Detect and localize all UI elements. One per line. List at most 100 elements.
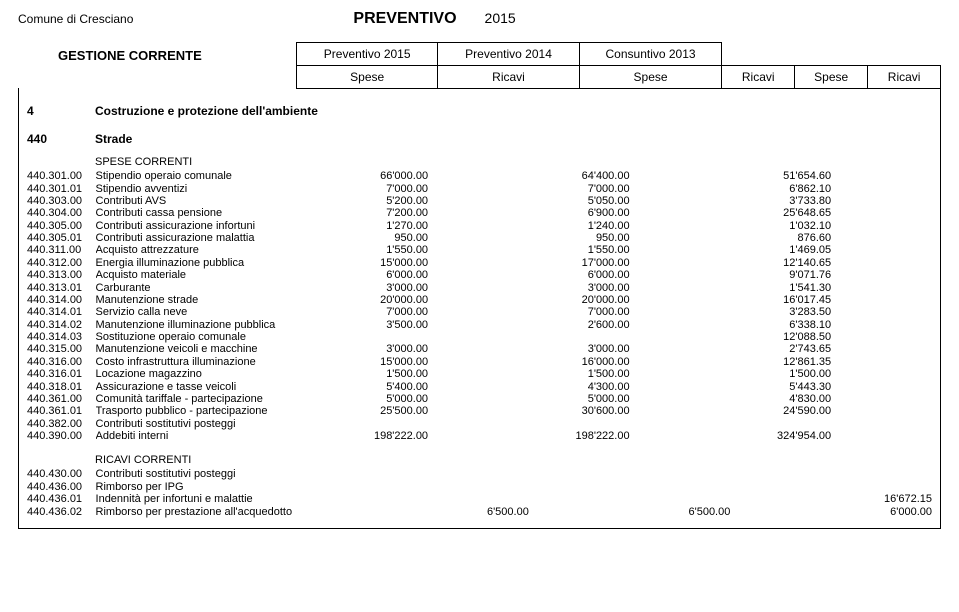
row-description: Contributi AVS bbox=[96, 195, 328, 207]
row-value-2: 1'550.00 bbox=[529, 244, 630, 256]
row-value-2: 4'300.00 bbox=[529, 380, 630, 392]
row-value-3 bbox=[630, 257, 731, 269]
row-value-5 bbox=[831, 481, 932, 493]
row-value-1 bbox=[428, 306, 529, 318]
row-description: Manutenzione illuminazione pubblica bbox=[96, 319, 328, 331]
row-value-4 bbox=[730, 418, 831, 430]
municipality-name: Comune di Cresciano bbox=[18, 12, 133, 26]
row-value-1 bbox=[428, 269, 529, 281]
row-description: Stipendio operaio comunale bbox=[96, 170, 328, 182]
content-frame: 4 Costruzione e protezione dell'ambiente… bbox=[18, 88, 941, 529]
col-group-0: Preventivo 2015 bbox=[297, 43, 438, 66]
table-row: 440.436.02Rimborso per prestazione all'a… bbox=[27, 505, 932, 517]
row-value-4: 4'830.00 bbox=[730, 393, 831, 405]
column-header-area: GESTIONE CORRENTE Preventivo 2015 Preven… bbox=[18, 42, 941, 89]
col-sub-2: Spese bbox=[579, 66, 722, 89]
table-row: 440.436.00Rimborso per IPG bbox=[27, 481, 932, 493]
row-value-4: 6'862.10 bbox=[730, 182, 831, 194]
row-value-2: 5'000.00 bbox=[529, 393, 630, 405]
row-value-1 bbox=[428, 356, 529, 368]
row-code: 440.316.01 bbox=[27, 368, 96, 380]
row-value-2: 64'400.00 bbox=[529, 170, 630, 182]
row-description: Acquisto attrezzature bbox=[96, 244, 328, 256]
row-value-5 bbox=[831, 257, 932, 269]
row-value-1 bbox=[428, 493, 529, 505]
row-value-2: 1'500.00 bbox=[529, 368, 630, 380]
row-value-4: 24'590.00 bbox=[730, 405, 831, 417]
row-value-2: 30'600.00 bbox=[529, 405, 630, 417]
row-value-1 bbox=[428, 393, 529, 405]
row-value-5 bbox=[831, 418, 932, 430]
row-code: 440.305.01 bbox=[27, 232, 96, 244]
row-value-4 bbox=[730, 505, 831, 517]
table-row: 440.361.01Trasporto pubblico - partecipa… bbox=[27, 405, 932, 417]
row-value-1 bbox=[428, 481, 529, 493]
row-code: 440.430.00 bbox=[27, 468, 96, 480]
row-value-5 bbox=[831, 195, 932, 207]
table-row: 440.361.00Comunità tariffale - partecipa… bbox=[27, 393, 932, 405]
row-description: Assicurazione e tasse veicoli bbox=[96, 380, 328, 392]
row-value-3 bbox=[630, 356, 731, 368]
row-code: 440.313.01 bbox=[27, 281, 96, 293]
row-value-0: 3'000.00 bbox=[327, 343, 428, 355]
col-sub-3: Ricavi bbox=[722, 66, 795, 89]
row-value-3 bbox=[630, 380, 731, 392]
row-value-4 bbox=[730, 493, 831, 505]
row-value-2 bbox=[529, 481, 630, 493]
row-code: 440.314.02 bbox=[27, 319, 96, 331]
row-value-5 bbox=[831, 393, 932, 405]
row-value-2: 3'000.00 bbox=[529, 281, 630, 293]
row-value-3 bbox=[630, 306, 731, 318]
col-group-2: Consuntivo 2013 bbox=[579, 43, 722, 66]
row-value-2: 5'050.00 bbox=[529, 195, 630, 207]
table-row: 440.315.00Manutenzione veicoli e macchin… bbox=[27, 343, 932, 355]
row-value-1 bbox=[428, 331, 529, 343]
spese-section-header: SPESE CORRENTI bbox=[27, 156, 932, 168]
row-value-3 bbox=[630, 170, 731, 182]
row-value-2: 3'000.00 bbox=[529, 343, 630, 355]
row-value-5 bbox=[831, 182, 932, 194]
row-value-0: 5'200.00 bbox=[327, 195, 428, 207]
row-value-3 bbox=[630, 468, 731, 480]
table-row: 440.316.00Costo infrastruttura illuminaz… bbox=[27, 356, 932, 368]
row-code: 440.436.02 bbox=[27, 505, 96, 517]
row-value-3 bbox=[630, 393, 731, 405]
row-code: 440.305.00 bbox=[27, 220, 96, 232]
row-description: Trasporto pubblico - partecipazione bbox=[96, 405, 328, 417]
row-value-4: 9'071.76 bbox=[730, 269, 831, 281]
row-value-5 bbox=[831, 281, 932, 293]
group-code: 440 bbox=[27, 132, 95, 146]
row-value-4: 1'469.05 bbox=[730, 244, 831, 256]
row-value-5 bbox=[831, 220, 932, 232]
row-value-3 bbox=[630, 220, 731, 232]
row-description: Comunità tariffale - partecipazione bbox=[96, 393, 328, 405]
table-row: 440.314.00Manutenzione strade20'000.0020… bbox=[27, 294, 932, 306]
row-value-3 bbox=[630, 281, 731, 293]
row-value-1 bbox=[428, 294, 529, 306]
col-sub-5: Ricavi bbox=[868, 66, 941, 89]
row-value-5 bbox=[831, 356, 932, 368]
table-row: 440.436.01Indennità per infortuni e mala… bbox=[27, 493, 932, 505]
row-value-1 bbox=[428, 244, 529, 256]
row-code: 440.304.00 bbox=[27, 207, 96, 219]
row-code: 440.301.01 bbox=[27, 182, 96, 194]
row-value-1 bbox=[428, 418, 529, 430]
row-value-4: 2'743.65 bbox=[730, 343, 831, 355]
row-value-5 bbox=[831, 380, 932, 392]
row-value-2: 7'000.00 bbox=[529, 306, 630, 318]
table-row: 440.430.00Contributi sostitutivi postegg… bbox=[27, 468, 932, 480]
row-code: 440.314.01 bbox=[27, 306, 96, 318]
row-value-4: 1'500.00 bbox=[730, 368, 831, 380]
row-value-3: 6'500.00 bbox=[630, 505, 731, 517]
section-title: GESTIONE CORRENTE bbox=[18, 42, 296, 89]
table-row: 440.301.01Stipendio avventizi7'000.007'0… bbox=[27, 182, 932, 194]
row-value-5 bbox=[831, 269, 932, 281]
row-value-4: 876.60 bbox=[730, 232, 831, 244]
row-value-0: 3'000.00 bbox=[327, 281, 428, 293]
row-value-5 bbox=[831, 405, 932, 417]
row-description: Manutenzione strade bbox=[96, 294, 328, 306]
row-code: 440.436.01 bbox=[27, 493, 96, 505]
document-year: 2015 bbox=[485, 10, 516, 26]
ricavi-section-header: RICAVI CORRENTI bbox=[27, 454, 932, 466]
row-value-2: 1'240.00 bbox=[529, 220, 630, 232]
